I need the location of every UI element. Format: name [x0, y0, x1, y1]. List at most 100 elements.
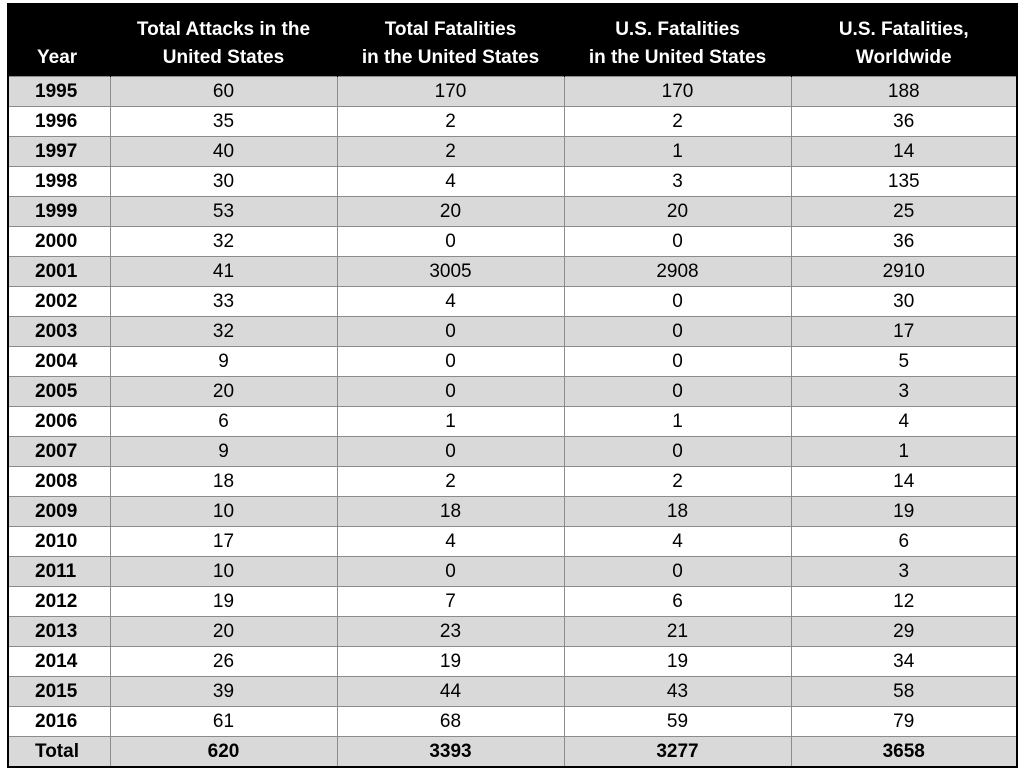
- table-row: 2007 9 0 0 1: [7, 436, 1018, 467]
- us-fatalities-us-cell: 18: [563, 496, 792, 527]
- year-cell: 1998: [7, 166, 111, 197]
- total-fatalities-cell: 23: [336, 616, 565, 647]
- year-cell: 1995: [7, 76, 111, 107]
- data-table-container: Year Total Attacks in the United States …: [7, 3, 1018, 768]
- us-fatalities-us-cell: 0: [563, 226, 792, 257]
- column-header-total-attacks: Total Attacks in the United States: [109, 4, 338, 77]
- us-fatalities-us-cell: 0: [563, 376, 792, 407]
- year-cell: 2013: [7, 616, 111, 647]
- us-fatalities-worldwide-cell: 36: [790, 106, 1018, 137]
- us-fatalities-worldwide-cell: 36: [790, 226, 1018, 257]
- us-fatalities-us-cell: 2: [563, 106, 792, 137]
- total-attacks-cell: 9: [109, 436, 338, 467]
- total-attacks-cell: 39: [109, 676, 338, 707]
- us-fatalities-us-cell: 59: [563, 706, 792, 737]
- table-row: 2008 18 2 2 14: [7, 466, 1018, 497]
- table-row: 2011 10 0 0 3: [7, 556, 1018, 587]
- total-fatalities-cell: 4: [336, 286, 565, 317]
- total-attacks-cell: 35: [109, 106, 338, 137]
- us-fatalities-us-cell: 3: [563, 166, 792, 197]
- total-attacks-cell: 33: [109, 286, 338, 317]
- us-fatalities-us-cell: 2: [563, 466, 792, 497]
- total-attacks-cell: 620: [109, 736, 338, 768]
- us-fatalities-us-cell: 21: [563, 616, 792, 647]
- total-fatalities-cell: 0: [336, 226, 565, 257]
- total-attacks-cell: 26: [109, 646, 338, 677]
- total-fatalities-cell: 3005: [336, 256, 565, 287]
- year-cell: 2006: [7, 406, 111, 437]
- total-attacks-cell: 6: [109, 406, 338, 437]
- total-fatalities-cell: 2: [336, 466, 565, 497]
- total-fatalities-cell: 0: [336, 346, 565, 377]
- table-row: 2009 10 18 18 19: [7, 496, 1018, 527]
- us-fatalities-worldwide-cell: 3: [790, 556, 1018, 587]
- total-us-fatalities-us-cell: 3277: [563, 736, 792, 768]
- year-cell: 2010: [7, 526, 111, 557]
- total-attacks-cell: 60: [109, 76, 338, 107]
- total-fatalities-cell: 0: [336, 436, 565, 467]
- us-fatalities-worldwide-cell: 30: [790, 286, 1018, 317]
- table-row: 2001 41 3005 2908 2910: [7, 256, 1018, 287]
- total-fatalities-cell: 0: [336, 556, 565, 587]
- year-cell: 2008: [7, 466, 111, 497]
- us-fatalities-us-cell: 0: [563, 286, 792, 317]
- column-header-us-fatalities-worldwide: U.S. Fatalities, Worldwide: [790, 4, 1018, 77]
- us-fatalities-us-cell: 19: [563, 646, 792, 677]
- total-attacks-cell: 61: [109, 706, 338, 737]
- us-fatalities-us-cell: 2908: [563, 256, 792, 287]
- table-body: 1995 60 170 170 188 1996 35 2 2 36 1997 40 2 1 14 1998 3…: [7, 76, 1018, 737]
- table-row: 1996 35 2 2 36: [7, 106, 1018, 137]
- year-cell: 1996: [7, 106, 111, 137]
- table-row: 1997 40 2 1 14: [7, 136, 1018, 167]
- year-cell: 1999: [7, 196, 111, 227]
- total-fatalities-cell: 7: [336, 586, 565, 617]
- us-fatalities-us-cell: 170: [563, 76, 792, 107]
- total-fatalities-cell: 3393: [336, 736, 565, 768]
- column-header-us-fatalities-us: U.S. Fatalities in the United States: [563, 4, 792, 77]
- year-cell: 2007: [7, 436, 111, 467]
- year-cell: 2004: [7, 346, 111, 377]
- column-header-year: Year: [7, 4, 111, 77]
- table-row: 2012 19 7 6 12: [7, 586, 1018, 617]
- table-row: 2013 20 23 21 29: [7, 616, 1018, 647]
- us-fatalities-us-cell: 0: [563, 436, 792, 467]
- table-row: 2015 39 44 43 58: [7, 676, 1018, 707]
- table-row: 2003 32 0 0 17: [7, 316, 1018, 347]
- us-fatalities-worldwide-cell: 2910: [790, 256, 1018, 287]
- us-fatalities-us-cell: 4: [563, 526, 792, 557]
- us-fatalities-worldwide-cell: 29: [790, 616, 1018, 647]
- us-fatalities-worldwide-cell: 135: [790, 166, 1018, 197]
- total-attacks-cell: 40: [109, 136, 338, 167]
- us-fatalities-worldwide-cell: 6: [790, 526, 1018, 557]
- us-fatalities-worldwide-cell: 25: [790, 196, 1018, 227]
- year-cell: 2015: [7, 676, 111, 707]
- year-cell: 2009: [7, 496, 111, 527]
- year-cell: 2000: [7, 226, 111, 257]
- year-cell: 2014: [7, 646, 111, 677]
- total-fatalities-cell: 2: [336, 136, 565, 167]
- year-cell: 2011: [7, 556, 111, 587]
- table-row: 2000 32 0 0 36: [7, 226, 1018, 257]
- total-us-fatalities-worldwide-cell: 3658: [790, 736, 1018, 768]
- us-fatalities-worldwide-cell: 17: [790, 316, 1018, 347]
- us-fatalities-worldwide-cell: 14: [790, 466, 1018, 497]
- us-fatalities-worldwide-cell: 12: [790, 586, 1018, 617]
- us-fatalities-us-cell: 0: [563, 346, 792, 377]
- total-attacks-cell: 20: [109, 616, 338, 647]
- total-fatalities-cell: 18: [336, 496, 565, 527]
- table-row: 1998 30 4 3 135: [7, 166, 1018, 197]
- total-fatalities-cell: 170: [336, 76, 565, 107]
- table-row: 1995 60 170 170 188: [7, 76, 1018, 107]
- us-fatalities-worldwide-cell: 79: [790, 706, 1018, 737]
- total-fatalities-cell: 1: [336, 406, 565, 437]
- total-fatalities-cell: 19: [336, 646, 565, 677]
- us-fatalities-worldwide-cell: 188: [790, 76, 1018, 107]
- total-attacks-cell: 17: [109, 526, 338, 557]
- total-attacks-cell: 53: [109, 196, 338, 227]
- us-fatalities-worldwide-cell: 1: [790, 436, 1018, 467]
- total-attacks-cell: 18: [109, 466, 338, 497]
- total-attacks-cell: 41: [109, 256, 338, 287]
- us-fatalities-us-cell: 1: [563, 406, 792, 437]
- year-cell: 2005: [7, 376, 111, 407]
- us-fatalities-worldwide-cell: 58: [790, 676, 1018, 707]
